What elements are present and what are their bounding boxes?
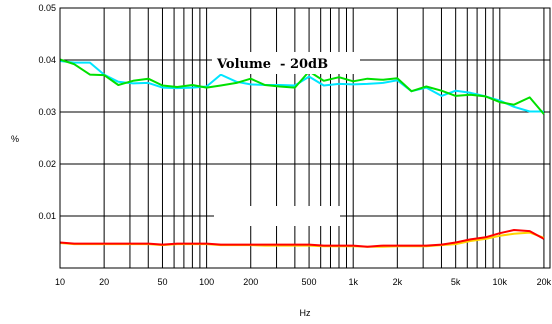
y-axis-title: % [11, 134, 19, 144]
x-tick-label: 500 [302, 277, 317, 287]
series-line-1 [59, 60, 544, 113]
blank-label-box [214, 206, 340, 226]
x-tick-label: 100 [199, 277, 214, 287]
annotation-label: Volume - 20dB [216, 57, 328, 72]
x-tick-label: 20k [537, 277, 552, 287]
x-axis-title: Hz [300, 308, 311, 318]
x-tick-label: 2k [393, 277, 403, 287]
tick-labels: 10 20 50 100 200 500 1k 2k 5k 10k 20k 0.01 0.02 0.03 0… [38, 3, 551, 287]
y-tick-label: 0.01 [38, 211, 56, 221]
y-tick-label: 0.04 [38, 55, 56, 65]
series-group [59, 58, 545, 248]
x-tick-label: 1k [348, 277, 358, 287]
x-tick-label: 5k [451, 277, 461, 287]
x-tick-label: 10 [55, 277, 65, 287]
y-tick-label: 0.03 [38, 107, 56, 117]
series-line-4 [59, 229, 545, 248]
series-line-2 [59, 58, 545, 115]
x-tick-label: 10k [493, 277, 508, 287]
annotation-background [212, 52, 360, 74]
x-tick-label: 50 [157, 277, 167, 287]
plot-background [60, 8, 550, 268]
y-tick-label: 0.05 [38, 3, 56, 13]
y-tick-label: 0.02 [38, 159, 56, 169]
plot-frame [59, 7, 551, 269]
x-tick-label: 20 [99, 277, 109, 287]
x-tick-label: 200 [243, 277, 258, 287]
